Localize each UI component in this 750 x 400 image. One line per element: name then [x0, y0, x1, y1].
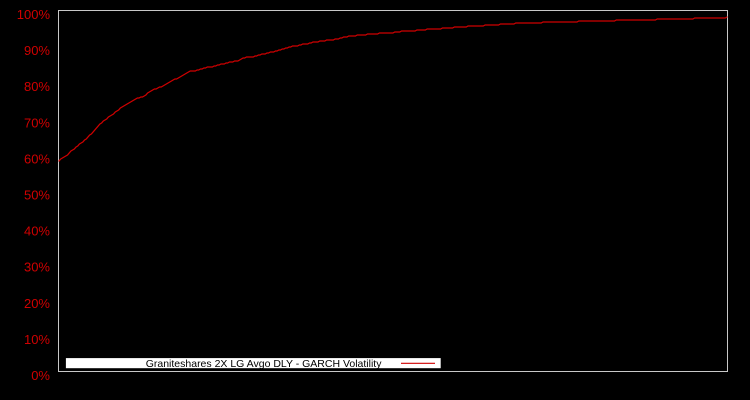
svg-text:40%: 40% — [24, 224, 50, 239]
svg-text:20%: 20% — [24, 296, 50, 311]
svg-text:50%: 50% — [24, 188, 50, 203]
svg-text:100%: 100% — [17, 7, 51, 22]
svg-text:80%: 80% — [24, 79, 50, 94]
svg-text:30%: 30% — [24, 260, 50, 275]
svg-text:10%: 10% — [24, 332, 50, 347]
svg-text:60%: 60% — [24, 151, 50, 166]
svg-text:70%: 70% — [24, 115, 50, 130]
svg-text:0%: 0% — [31, 368, 50, 383]
svg-text:90%: 90% — [24, 43, 50, 58]
svg-text:Graniteshares 2X LG Avgo DLY -: Graniteshares 2X LG Avgo DLY - GARCH Vol… — [146, 358, 383, 370]
